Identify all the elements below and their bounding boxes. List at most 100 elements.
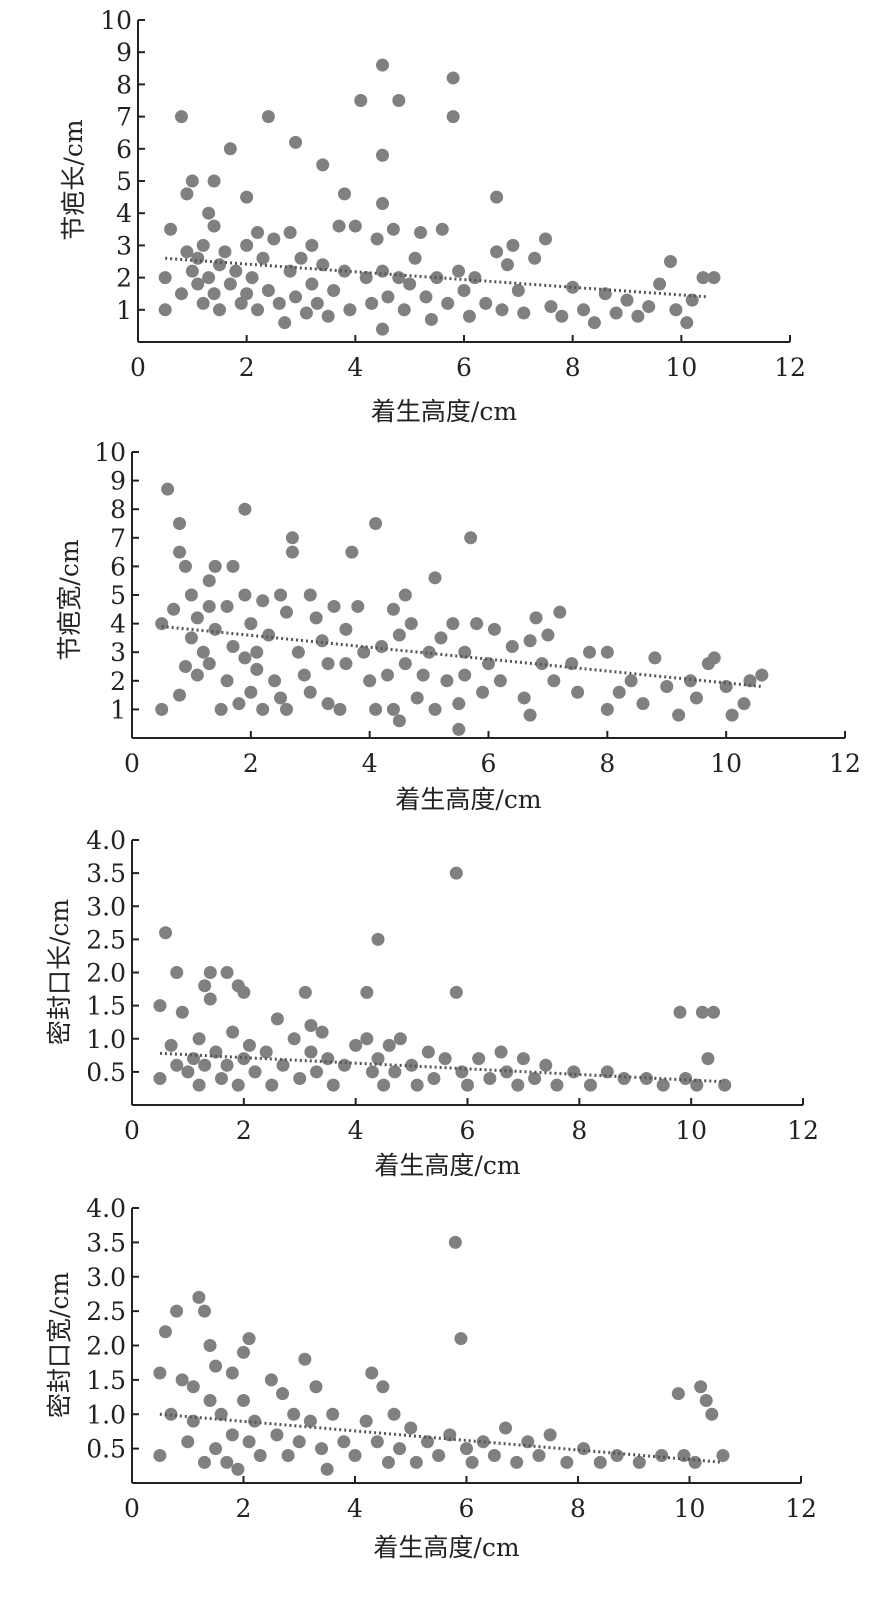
data-point [303,588,317,602]
data-point [386,602,400,616]
data-point [203,966,217,979]
data-point [304,1019,318,1032]
x-tick-label: 12 [787,1116,819,1145]
data-point [567,1065,581,1079]
data-point [293,1072,307,1085]
data-point [404,1421,418,1435]
y-tick-label: 9 [110,467,126,496]
data-point [310,1065,324,1079]
data-point [158,1325,172,1339]
x-tick-label: 0 [124,749,140,778]
data-point [672,708,686,722]
data-point [500,258,514,272]
data-point [220,599,234,613]
data-point [320,1462,334,1476]
x-tick-label: 6 [459,1494,475,1523]
data-point [229,264,243,278]
data-point [422,645,436,659]
data-point [487,1449,501,1462]
data-point [550,1078,564,1092]
data-point [457,283,471,297]
data-point [278,316,292,330]
data-point [192,1032,206,1046]
data-point [351,599,365,613]
y-tick-label: 2.5 [86,1297,126,1326]
y-tick-label: 4 [116,199,132,228]
y-tick-label: 0.5 [86,1435,126,1464]
data-point [363,674,377,688]
data-point [153,999,167,1013]
data-point [337,1435,351,1449]
data-point [435,222,449,236]
data-point [694,1380,708,1394]
data-point [197,1455,211,1469]
data-point [203,1394,217,1407]
data-point [276,1058,290,1072]
y-tick-label: 1 [116,296,132,325]
data-point [287,1032,301,1046]
data-point [737,697,751,711]
x-axis-title: 着生高度/cm [371,397,517,426]
data-point [617,1072,631,1085]
data-point [309,611,323,625]
data-point [499,1421,513,1435]
data-point [461,1078,474,1092]
data-point [386,702,400,716]
data-point [539,1058,553,1072]
x-tick-label: 12 [774,353,806,382]
data-point [348,1449,362,1462]
data-point [164,222,178,236]
data-point [392,628,406,642]
data-point [369,702,383,716]
data-point [231,1078,245,1092]
data-point [449,866,463,880]
data-point [283,226,297,240]
data-point [270,1428,284,1442]
data-point [460,1442,473,1456]
data-point [242,1332,256,1346]
data-point [371,1052,385,1066]
data-point [248,1065,262,1079]
data-point [281,1449,295,1462]
data-point [428,571,442,585]
data-point [671,1387,685,1401]
data-point [220,674,234,688]
data-point [315,1025,329,1039]
y-axis-title: 密封口长/cm [45,899,74,1045]
data-point [414,226,428,240]
data-point [181,1435,195,1449]
data-point [185,174,199,188]
data-point [208,559,222,573]
data-point [688,1455,702,1469]
data-point [274,588,288,602]
data-point [214,1407,228,1421]
data-point [305,238,319,252]
x-tick-label: 8 [565,353,581,382]
data-point [438,1052,452,1066]
data-point [718,1078,732,1092]
y-tick-label: 3.0 [86,892,126,921]
data-point [547,674,561,688]
y-tick-label: 1.0 [86,1025,126,1054]
data-point [359,1414,373,1428]
data-point [446,71,460,85]
data-point [707,651,721,665]
data-point [223,142,237,156]
data-point [253,1449,267,1462]
x-tick-label: 2 [236,1494,252,1523]
data-point [337,187,351,201]
data-point [333,702,347,716]
data-point [511,1078,525,1092]
x-tick-label: 2 [239,353,255,382]
y-tick-label: 6 [110,552,126,581]
data-point [265,1078,279,1092]
x-tick-label: 8 [571,1116,587,1145]
data-point [297,668,311,682]
data-point [465,1455,479,1469]
data-point [584,1078,598,1092]
data-point [155,617,169,631]
y-tick-label: 1.5 [86,1366,126,1395]
data-point [479,296,493,310]
data-point [348,219,362,233]
